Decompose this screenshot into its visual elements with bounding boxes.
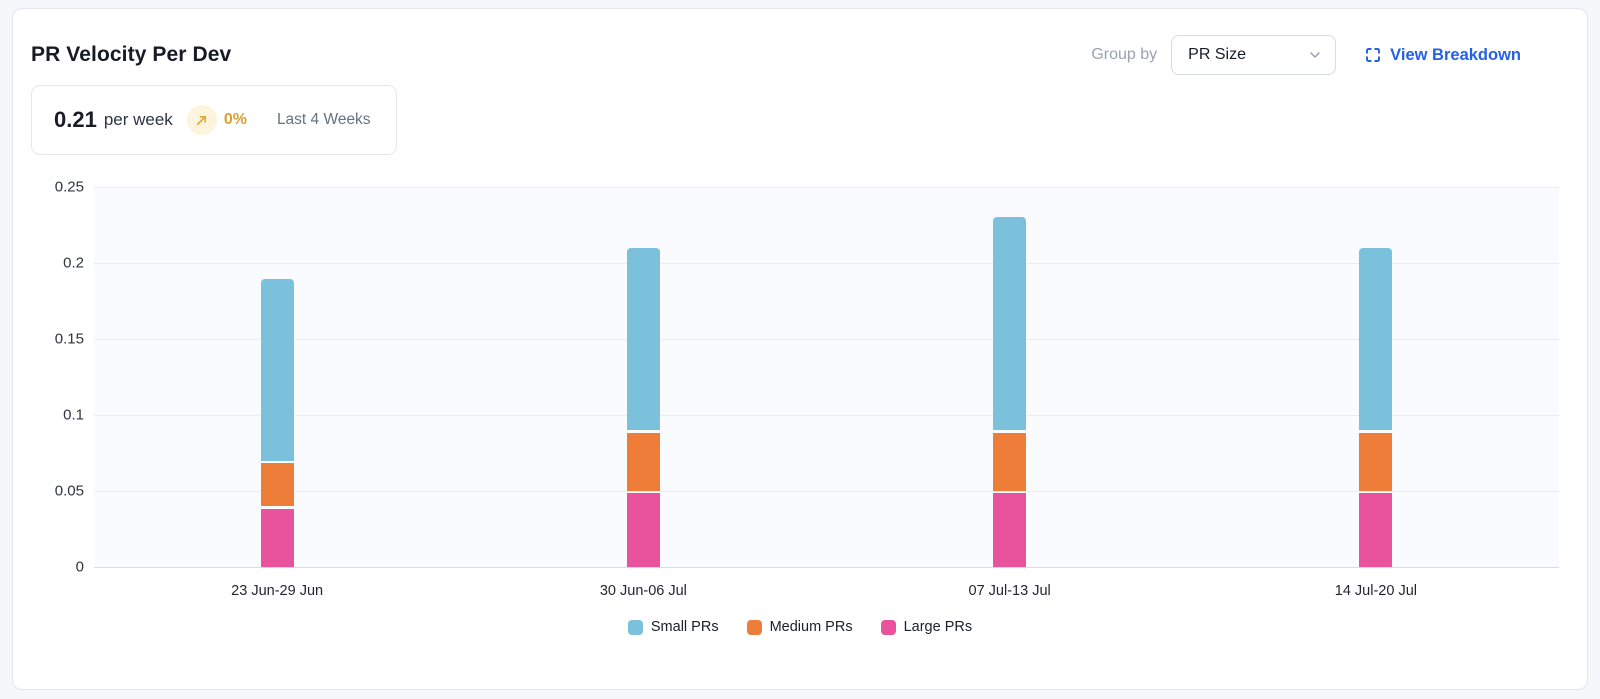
x-axis-label: 07 Jul-13 Jul <box>968 583 1051 599</box>
bar-segment[interactable] <box>993 217 1026 430</box>
plot-area <box>94 187 1559 568</box>
trend-up-arrow-icon <box>194 113 209 128</box>
stat-period: Last 4 Weeks <box>276 111 371 128</box>
x-axis-label: 23 Jun-29 Jun <box>231 583 324 599</box>
legend-label: Medium PRs <box>769 619 853 635</box>
x-axis-line <box>94 567 1559 568</box>
bar-segment[interactable] <box>261 463 294 506</box>
bar-segment[interactable] <box>993 493 1026 567</box>
group-by-value: PR Size <box>1188 46 1246 63</box>
legend-label: Large PRs <box>903 619 973 635</box>
gridline <box>94 263 1559 264</box>
group-by-select[interactable]: PR Size <box>1171 35 1337 75</box>
gridline <box>94 187 1559 188</box>
view-breakdown-button[interactable]: View Breakdown <box>1364 46 1521 65</box>
expand-icon <box>1364 46 1382 64</box>
bar-segment[interactable] <box>993 433 1026 491</box>
bar-segment[interactable] <box>1359 433 1392 491</box>
trend-value: 0% <box>223 111 247 128</box>
y-axis-tick-label: 0 <box>75 558 84 576</box>
legend-swatch <box>880 619 896 635</box>
bar-segment[interactable] <box>261 509 294 567</box>
bar-segment[interactable] <box>261 279 294 461</box>
stat-card: 0.21 per week 0% Last 4 Weeks <box>31 85 397 155</box>
stat-unit: per week <box>103 110 173 129</box>
y-axis-tick-label: 0.05 <box>54 482 84 500</box>
chart-header: PR Velocity Per Dev Group by PR Size Vie… <box>31 35 1557 75</box>
stat-value: 0.21 <box>54 107 97 132</box>
y-axis-tick-label: 0.25 <box>54 178 84 196</box>
view-breakdown-label: View Breakdown <box>1390 45 1521 64</box>
legend-item[interactable]: Medium PRs <box>746 619 853 635</box>
legend-swatch <box>746 619 762 635</box>
gridline <box>94 415 1559 416</box>
bar-segment[interactable] <box>1359 493 1392 567</box>
page-title: PR Velocity Per Dev <box>31 43 232 66</box>
legend-swatch <box>627 619 643 635</box>
y-axis: 0 0.05 0.1 0.15 0.2 0.25 <box>13 179 84 576</box>
trend-badge <box>186 105 217 135</box>
y-axis-tick-label: 0.15 <box>54 330 84 348</box>
y-axis-tick-label: 0.2 <box>63 254 84 272</box>
bar-segment[interactable] <box>627 493 660 567</box>
legend-item[interactable]: Small PRs <box>627 619 719 635</box>
x-axis-label: 30 Jun-06 Jul <box>599 583 687 599</box>
group-by-label: Group by <box>1091 46 1158 63</box>
gridline <box>94 491 1559 492</box>
legend-label: Small PRs <box>650 619 719 635</box>
legend-item[interactable]: Large PRs <box>880 619 973 635</box>
legend: Small PRs Medium PRs Large PRs <box>13 619 1587 635</box>
bar-segment[interactable] <box>627 248 660 430</box>
bar-segment[interactable] <box>627 433 660 491</box>
x-axis-label: 14 Jul-20 Jul <box>1334 583 1417 599</box>
chevron-down-icon <box>1307 47 1323 63</box>
bar-segment[interactable] <box>1359 248 1392 430</box>
x-axis-labels: 23 Jun-29 Jun 30 Jun-06 Jul 07 Jul-13 Jul 1… <box>94 583 1559 599</box>
header-controls: Group by PR Size View Breakdown <box>1091 35 1521 75</box>
gridline <box>94 339 1559 340</box>
chart-card: PR Velocity Per Dev Group by PR Size Vie… <box>12 8 1588 690</box>
y-axis-tick-label: 0.1 <box>63 406 84 424</box>
